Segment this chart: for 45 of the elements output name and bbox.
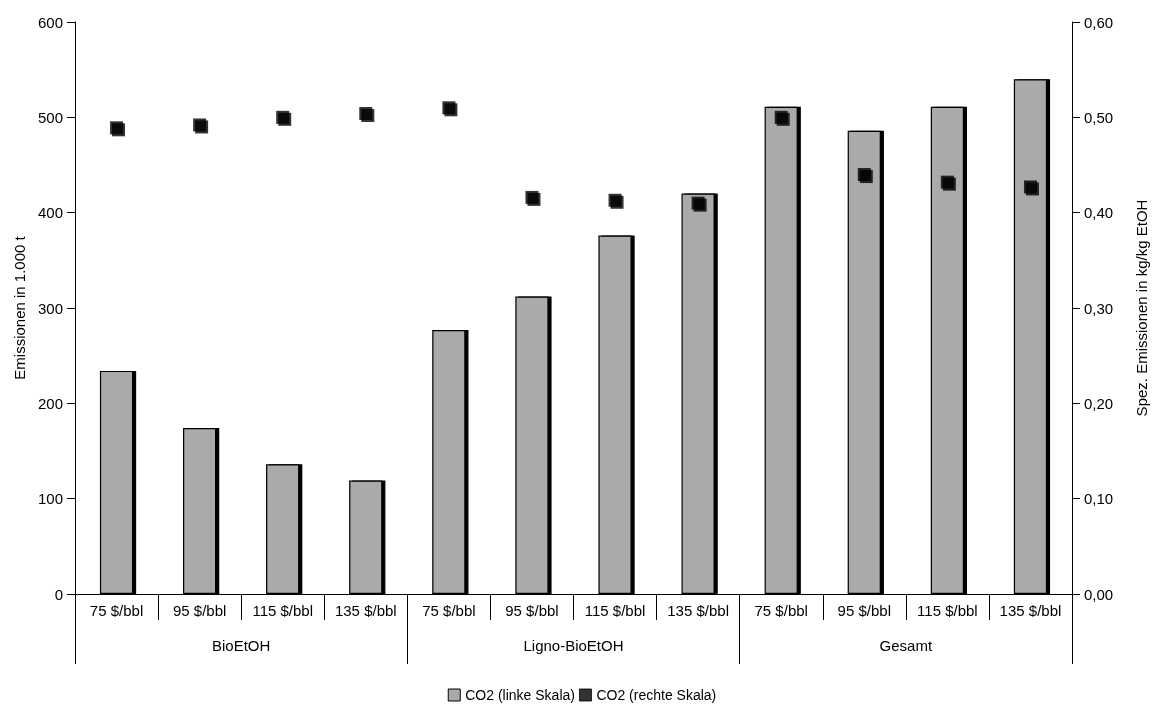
x-tick-label: 75 $/bbl — [754, 602, 808, 619]
x-tick-label: 95 $/bbl — [172, 602, 227, 619]
point — [857, 168, 871, 182]
y-axis-title: Emissionen in 1.000 t — [11, 235, 28, 380]
y2-tick-label: 0,30 — [1084, 299, 1114, 317]
x-tick-label: 95 $/bbl — [837, 602, 891, 619]
point — [276, 110, 290, 124]
x-tick-label: 95 $/bbl — [505, 602, 559, 619]
x-tick-label: 115 $/bbl — [917, 602, 978, 619]
point — [774, 110, 788, 124]
y2-tick-label: 0,60 — [1084, 13, 1114, 31]
y2-tick-label: 0,00 — [1084, 585, 1114, 603]
y-tick-label: 0 — [54, 585, 63, 603]
y-tick-label: 100 — [37, 490, 63, 508]
text: BioEtOH — [211, 637, 271, 654]
y2-tick-label: 0,40 — [1084, 204, 1114, 222]
y2-axis-title: Spez. Emissionen in kg/kg EtOH — [1133, 199, 1150, 417]
legend-label: CO2 (linke Skala) — [465, 687, 575, 703]
y-tick-label: 200 — [37, 394, 63, 412]
point — [442, 101, 456, 115]
x-tick-label: 75 $/bbl — [89, 602, 144, 619]
text: Ligno-BioEtOH — [523, 637, 624, 654]
point — [525, 190, 539, 204]
text: Gesamt — [879, 637, 933, 654]
y2-tick-label: 0,10 — [1084, 490, 1114, 508]
y-tick-label: 600 — [37, 13, 63, 31]
point — [691, 196, 705, 210]
x-tick-label: 135 $/bbl — [667, 602, 729, 619]
y-tick-label: 300 — [37, 299, 63, 317]
y2-tick-label: 0,50 — [1084, 108, 1114, 126]
y-tick-label: 400 — [37, 204, 63, 222]
x-tick-label: 135 $/bbl — [334, 602, 397, 619]
y2-tick-label: 0,20 — [1084, 394, 1114, 412]
point — [110, 121, 124, 135]
point — [1023, 180, 1037, 194]
x-tick-label: 115 $/bbl — [584, 602, 646, 619]
x-tick-label: 75 $/bbl — [422, 602, 476, 619]
y-tick-label: 500 — [37, 108, 63, 126]
point — [940, 175, 954, 189]
point — [608, 193, 622, 207]
point — [359, 107, 373, 121]
legend-label: CO2 (rechte Skala) — [596, 687, 717, 703]
x-tick-label: 135 $/bbl — [999, 602, 1062, 619]
x-tick-label: 115 $/bbl — [252, 602, 314, 619]
point — [193, 118, 207, 132]
